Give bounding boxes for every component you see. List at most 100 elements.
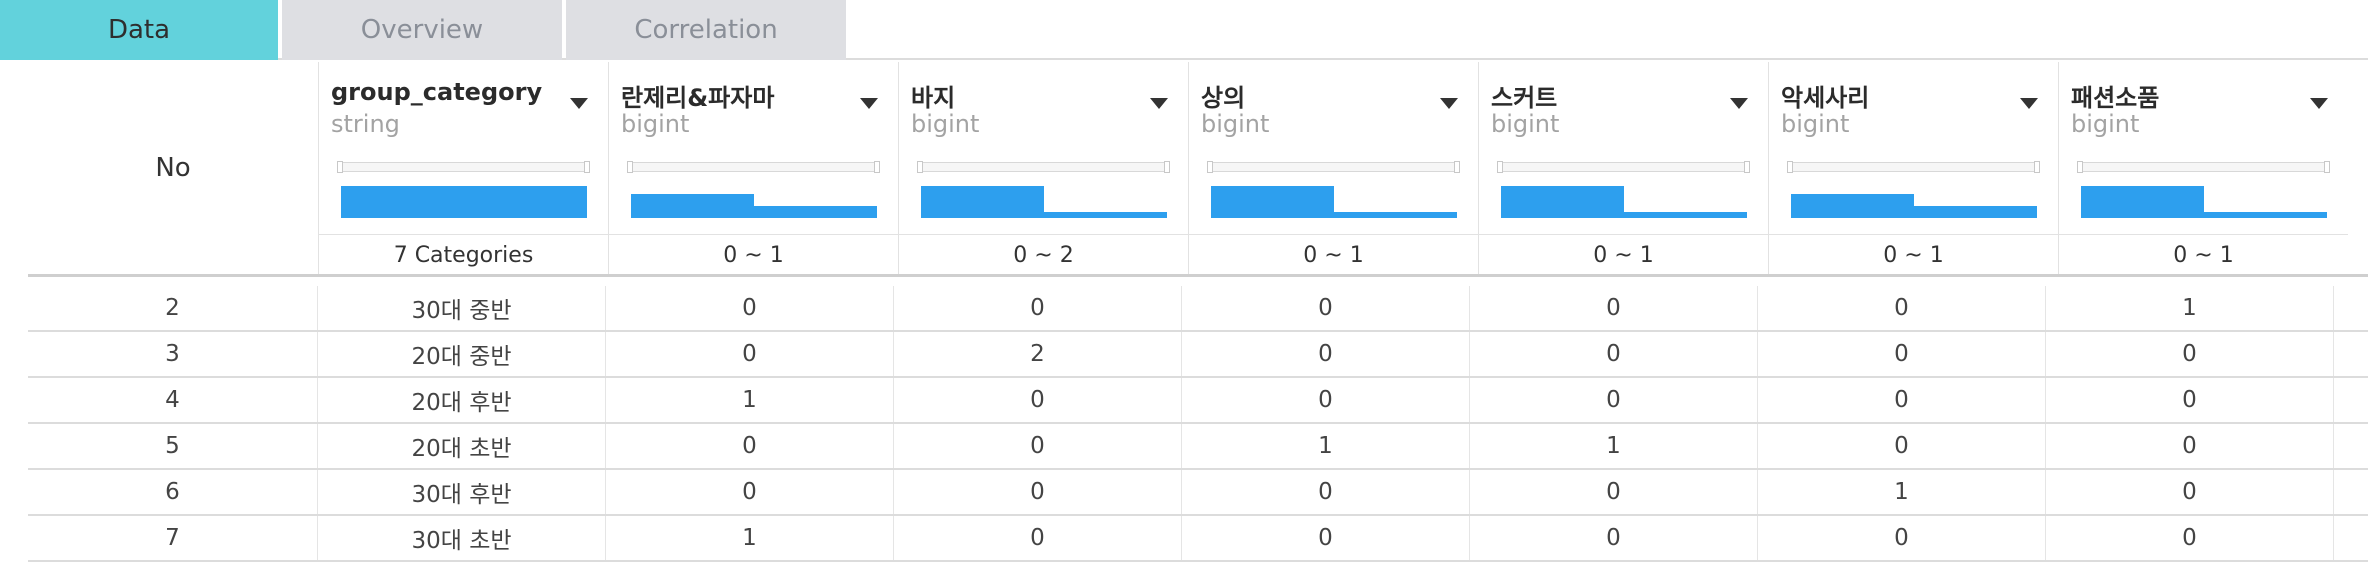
- caret-down-icon[interactable]: [570, 98, 588, 109]
- table-cell: 0: [1182, 378, 1470, 422]
- table-cell: 0: [606, 286, 894, 330]
- table-cell: 1: [1758, 470, 2046, 514]
- table-cell: 0: [1470, 378, 1758, 422]
- table-cell: 0: [1470, 286, 1758, 330]
- column-name: 스커트: [1491, 84, 1558, 112]
- table-row[interactable]: 7 30대 초반 1 0 0 0 0 0: [28, 516, 2368, 562]
- histogram-bar: [921, 186, 1044, 218]
- table-cell: 0: [1182, 286, 1470, 330]
- histogram-bar: [1501, 186, 1624, 218]
- tab-correlation[interactable]: Correlation: [566, 0, 846, 60]
- caret-down-icon[interactable]: [1730, 98, 1748, 109]
- slider-handle-max[interactable]: [1454, 161, 1460, 173]
- range-slider[interactable]: [1787, 161, 2040, 173]
- slider-handle-min[interactable]: [917, 161, 923, 173]
- column-header[interactable]: 패션소품 bigint 0 ~ 1: [2058, 62, 2348, 274]
- table-cell: 0: [2046, 332, 2334, 376]
- column-name: 패션소품: [2071, 84, 2160, 112]
- table-row[interactable]: 5 20대 초반 0 0 1 1 0 0: [28, 424, 2368, 470]
- table-cell: 0: [1182, 332, 1470, 376]
- histogram-bar: [341, 186, 587, 218]
- range-slider[interactable]: [627, 161, 880, 173]
- column-name: 바지: [911, 84, 956, 112]
- column-type: bigint: [1781, 110, 1850, 138]
- table-row[interactable]: 6 30대 후반 0 0 0 0 1 0: [28, 470, 2368, 516]
- table-cell: 1: [606, 516, 894, 560]
- range-slider[interactable]: [2077, 161, 2330, 173]
- caret-down-icon[interactable]: [1150, 98, 1168, 109]
- table-cell: 0: [1470, 470, 1758, 514]
- table-cell: 0: [1758, 378, 2046, 422]
- table-cell: 0: [1470, 332, 1758, 376]
- slider-handle-min[interactable]: [1497, 161, 1503, 173]
- tab-overview[interactable]: Overview: [282, 0, 562, 60]
- slider-handle-max[interactable]: [2034, 161, 2040, 173]
- column-type: bigint: [1201, 110, 1270, 138]
- table-cell: 0: [606, 470, 894, 514]
- column-name: 악세사리: [1781, 84, 1870, 112]
- row-number-cell: 4: [28, 378, 318, 422]
- caret-down-icon[interactable]: [2310, 98, 2328, 109]
- table-cell: 0: [894, 516, 1182, 560]
- slider-handle-max[interactable]: [1744, 161, 1750, 173]
- column-header[interactable]: 바지 bigint 0 ~ 2: [898, 62, 1188, 274]
- histogram: [1501, 186, 1747, 218]
- histogram-bar: [2204, 212, 2327, 218]
- column-name: 상의: [1201, 84, 1246, 112]
- range-slider[interactable]: [337, 161, 590, 173]
- range-slider[interactable]: [917, 161, 1170, 173]
- table-cell: 0: [894, 378, 1182, 422]
- column-header[interactable]: 란제리&파자마 bigint 0 ~ 1: [608, 62, 898, 274]
- table-cell: 0: [1182, 516, 1470, 560]
- slider-handle-min[interactable]: [2077, 161, 2083, 173]
- table-cell: 0: [1758, 424, 2046, 468]
- table-row[interactable]: 4 20대 후반 1 0 0 0 0 0: [28, 378, 2368, 424]
- caret-down-icon[interactable]: [1440, 98, 1458, 109]
- histogram-bar: [754, 206, 877, 218]
- row-number-cell: 5: [28, 424, 318, 468]
- slider-handle-min[interactable]: [337, 161, 343, 173]
- table-cell: 0: [894, 470, 1182, 514]
- column-header[interactable]: group_category string 7 Categories: [318, 62, 608, 274]
- column-type: bigint: [911, 110, 980, 138]
- table-cell: 0: [2046, 378, 2334, 422]
- table-cell: 30대 중반: [318, 286, 606, 330]
- column-name: group_category: [331, 78, 543, 106]
- column-header[interactable]: 악세사리 bigint 0 ~ 1: [1768, 62, 2058, 274]
- table-row[interactable]: 2 30대 중반 0 0 0 0 0 1: [28, 286, 2368, 332]
- histogram-bar: [1624, 212, 1747, 218]
- table-cell: 1: [2046, 286, 2334, 330]
- histogram-bar: [631, 194, 754, 218]
- slider-handle-max[interactable]: [874, 161, 880, 173]
- column-header[interactable]: 스커트 bigint 0 ~ 1: [1478, 62, 1768, 274]
- range-slider[interactable]: [1497, 161, 1750, 173]
- column-range: 0 ~ 1: [1189, 234, 1478, 275]
- table-cell: 20대 후반: [318, 378, 606, 422]
- slider-handle-min[interactable]: [627, 161, 633, 173]
- slider-handle-max[interactable]: [1164, 161, 1170, 173]
- table-row[interactable]: 3 20대 중반 0 2 0 0 0 0: [28, 332, 2368, 378]
- histogram: [631, 186, 877, 218]
- column-range: 0 ~ 1: [2059, 234, 2348, 275]
- slider-handle-max[interactable]: [584, 161, 590, 173]
- table-cell: 30대 초반: [318, 516, 606, 560]
- range-slider[interactable]: [1207, 161, 1460, 173]
- column-header[interactable]: 상의 bigint 0 ~ 1: [1188, 62, 1478, 274]
- column-name: 란제리&파자마: [621, 84, 775, 112]
- caret-down-icon[interactable]: [860, 98, 878, 109]
- tab-bar: Data Overview Correlation: [0, 0, 2368, 60]
- table-cell: 0: [2046, 470, 2334, 514]
- slider-handle-max[interactable]: [2324, 161, 2330, 173]
- slider-handle-min[interactable]: [1787, 161, 1793, 173]
- table-cell: 0: [1470, 516, 1758, 560]
- histogram-bar: [1791, 194, 1914, 218]
- histogram-bar: [1334, 212, 1457, 218]
- caret-down-icon[interactable]: [2020, 98, 2038, 109]
- tab-data[interactable]: Data: [0, 0, 278, 60]
- table-cell: 20대 중반: [318, 332, 606, 376]
- slider-handle-min[interactable]: [1207, 161, 1213, 173]
- histogram: [2081, 186, 2327, 218]
- histogram: [1211, 186, 1457, 218]
- histogram: [921, 186, 1167, 218]
- column-type: string: [331, 110, 400, 138]
